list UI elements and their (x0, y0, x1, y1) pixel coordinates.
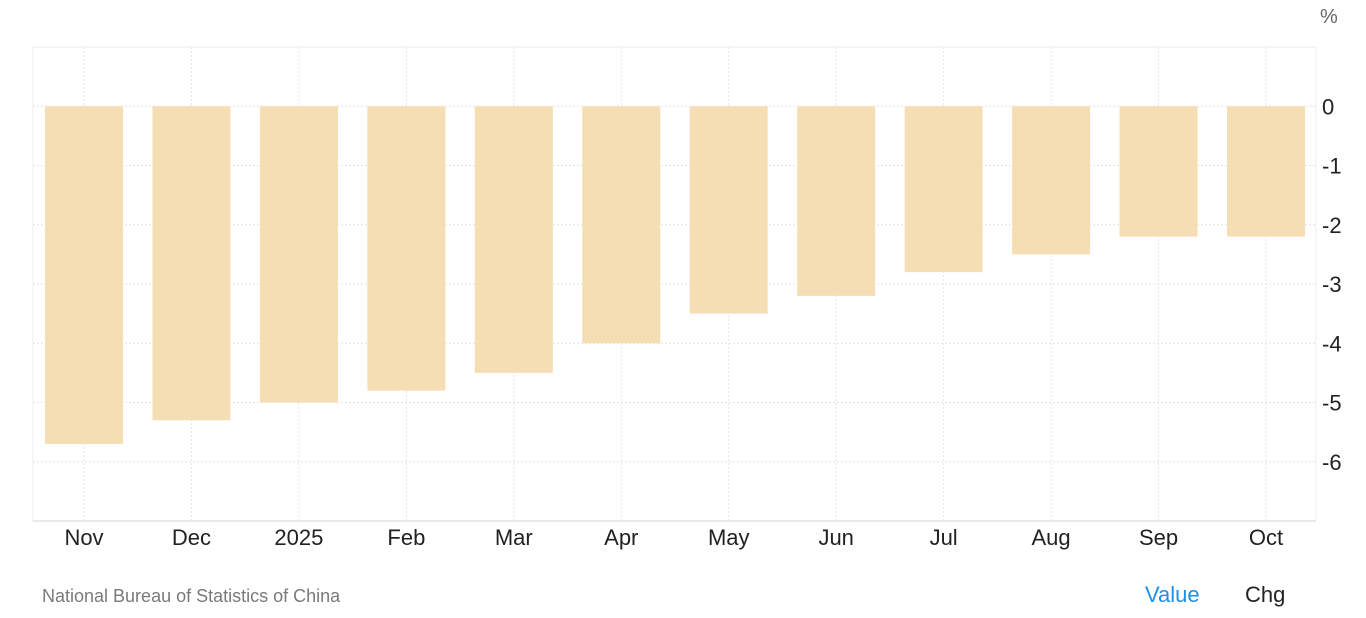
bar[interactable] (582, 106, 661, 344)
bar[interactable] (904, 106, 983, 273)
x-tick-label: Mar (495, 525, 533, 550)
y-tick-label: -6 (1322, 450, 1342, 475)
x-tick-label: May (708, 525, 750, 550)
bar[interactable] (259, 106, 338, 403)
bars (45, 106, 1305, 444)
source-label: National Bureau of Statistics of China (42, 586, 341, 606)
x-tick-label: Aug (1032, 525, 1071, 550)
bar[interactable] (45, 106, 123, 444)
bar[interactable] (367, 106, 446, 391)
x-tick-label: Feb (387, 525, 425, 550)
x-tick-label: Apr (604, 525, 638, 550)
bar[interactable] (797, 106, 876, 296)
bar[interactable] (1012, 106, 1091, 255)
y-unit-label: % (1320, 6, 1338, 28)
y-tick-label: 0 (1322, 94, 1334, 119)
y-tick-label: -3 (1322, 272, 1342, 297)
x-tick-label: Oct (1249, 525, 1283, 550)
value-toggle[interactable]: Value (1145, 582, 1200, 607)
y-tick-label: -1 (1322, 154, 1342, 179)
x-tick-label: Dec (172, 525, 211, 550)
bar[interactable] (152, 106, 231, 421)
x-tick-label: Nov (64, 525, 103, 550)
y-tick-label: -4 (1322, 331, 1342, 356)
y-tick-label: -2 (1322, 213, 1342, 238)
bar[interactable] (1119, 106, 1198, 237)
bar[interactable] (474, 106, 553, 373)
y-tick-label: -5 (1322, 391, 1342, 416)
bar[interactable] (689, 106, 768, 314)
x-tick-label: 2025 (274, 525, 323, 550)
x-tick-label: Jul (930, 525, 958, 550)
x-tick-label: Sep (1139, 525, 1178, 550)
x-tick-label: Jun (818, 525, 853, 550)
chg-toggle[interactable]: Chg (1245, 582, 1286, 607)
axes: 0 -1 -2 -3 -4 -5 -6 Nov Dec 2025 Feb Mar Apr May Jun Ju… (33, 94, 1342, 550)
chart-footer: National Bureau of Statistics of China V… (0, 570, 1366, 618)
bar[interactable] (1227, 106, 1305, 237)
